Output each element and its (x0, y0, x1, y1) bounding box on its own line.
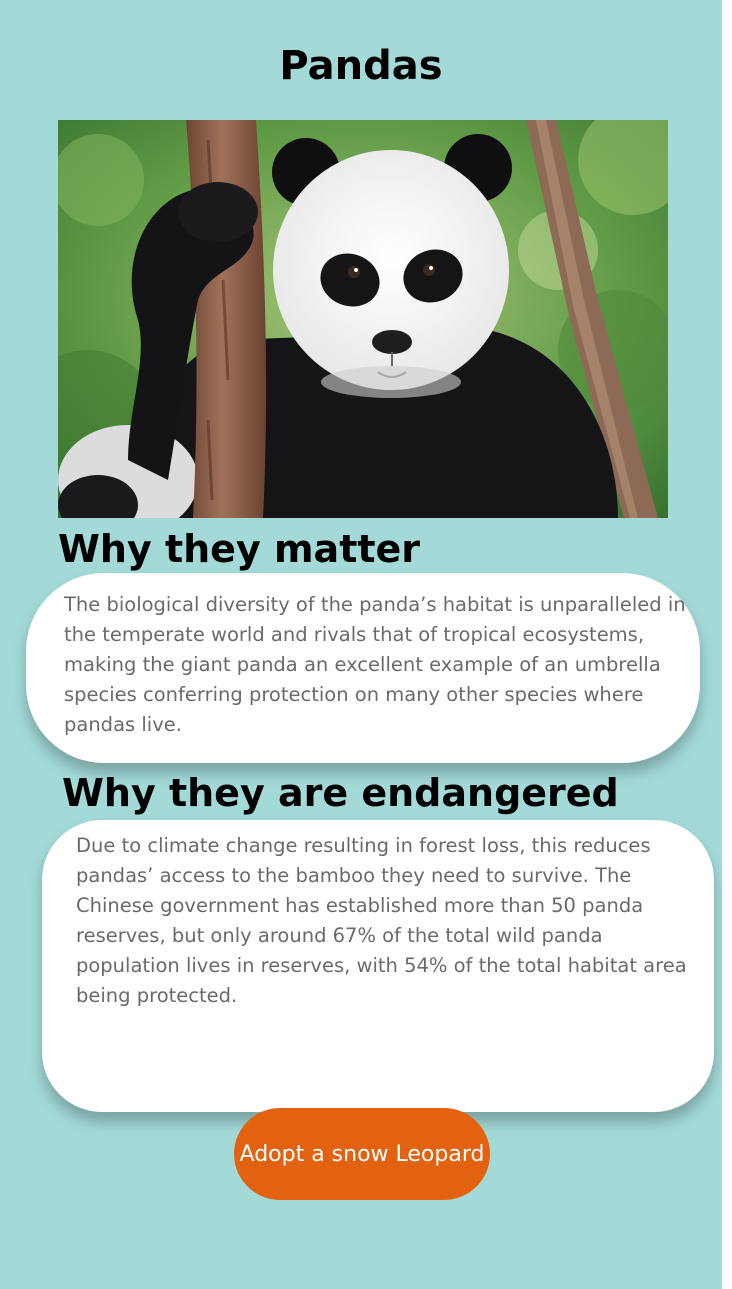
panda-hero-image (58, 120, 668, 518)
adopt-snow-leopard-button[interactable]: Adopt a snow Leopard (234, 1108, 490, 1200)
why-they-matter-card: The biological diversity of the panda’s … (26, 573, 700, 763)
section-heading-why-they-matter: Why they matter (58, 527, 421, 571)
why-endangered-text: Due to climate change resulting in fores… (76, 834, 687, 1007)
page-title: Pandas (279, 43, 443, 89)
why-they-matter-text: The biological diversity of the panda’s … (64, 593, 686, 736)
section-heading-why-endangered: Why they are endangered (62, 771, 619, 815)
why-endangered-card: Due to climate change resulting in fores… (42, 820, 714, 1112)
